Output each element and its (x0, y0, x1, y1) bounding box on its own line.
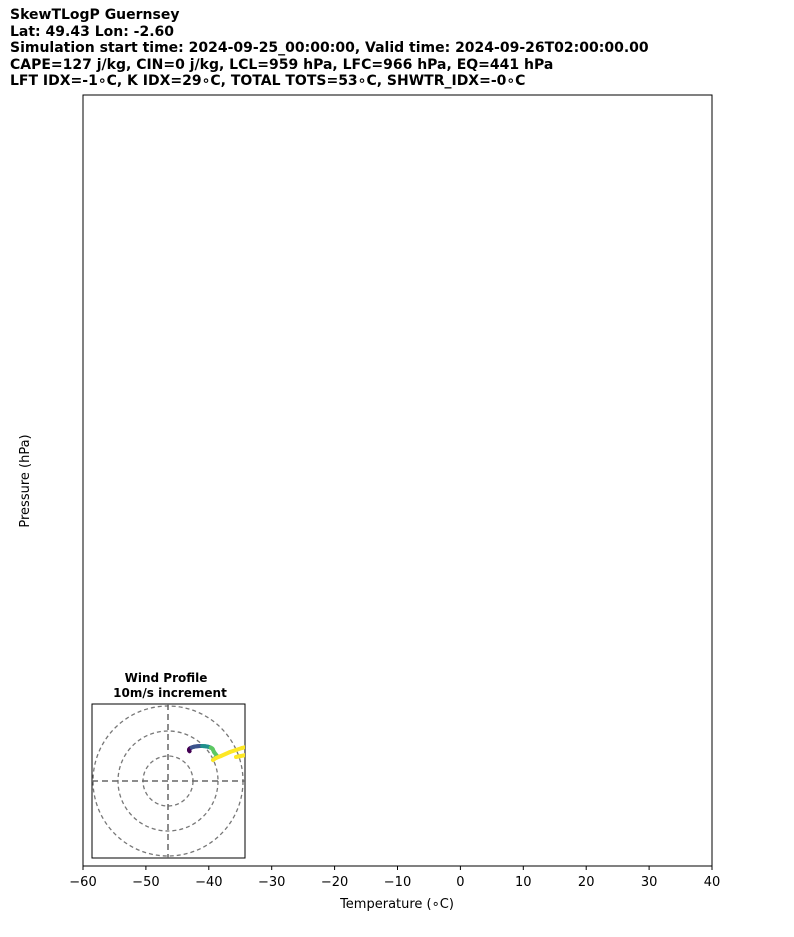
x-tick-label: 20 (578, 875, 595, 890)
hodograph-trace (187, 744, 245, 762)
x-tick-label: −30 (258, 875, 285, 890)
y-axis-label: Pressure (hPa) (18, 434, 33, 527)
header-location: Lat: 49.43 Lon: -2.60 (10, 23, 175, 40)
x-axis-label: Temperature (∘C) (339, 897, 454, 912)
hodograph-segment (228, 746, 244, 754)
inset-subtitle: 10m/s increment (113, 686, 227, 700)
x-tick-label: −40 (195, 875, 222, 890)
inset-title: Wind Profile (125, 671, 208, 685)
x-tick-label: −60 (69, 875, 96, 890)
header-times: Simulation start time: 2024-09-25_00:00:… (10, 40, 649, 56)
x-tick-label: 40 (704, 875, 721, 890)
wind-profile-inset (91, 703, 246, 859)
hodograph-segment (234, 753, 245, 759)
x-tick-label: 10 (515, 875, 532, 890)
axes: −60−50−40−30−20−100102030401002003004005… (69, 94, 721, 890)
hodograph-segment (240, 745, 245, 750)
chart-header: SkewTLogP Guernsey Lat: 49.43 Lon: -2.60… (10, 7, 649, 90)
x-tick-label: −50 (132, 875, 159, 890)
x-tick-label: 30 (641, 875, 658, 890)
x-tick-label: −20 (321, 875, 348, 890)
header-cape-info: CAPE=127 j/kg, CIN=0 j/kg, LCL=959 hPa, … (10, 56, 554, 73)
x-tick-label: −10 (384, 875, 411, 890)
header-title: SkewTLogP Guernsey (10, 7, 180, 23)
x-tick-label: 0 (456, 875, 464, 890)
header-indices: LFT IDX=-1∘C, K IDX=29∘C, TOTAL TOTS=53∘… (10, 73, 526, 89)
